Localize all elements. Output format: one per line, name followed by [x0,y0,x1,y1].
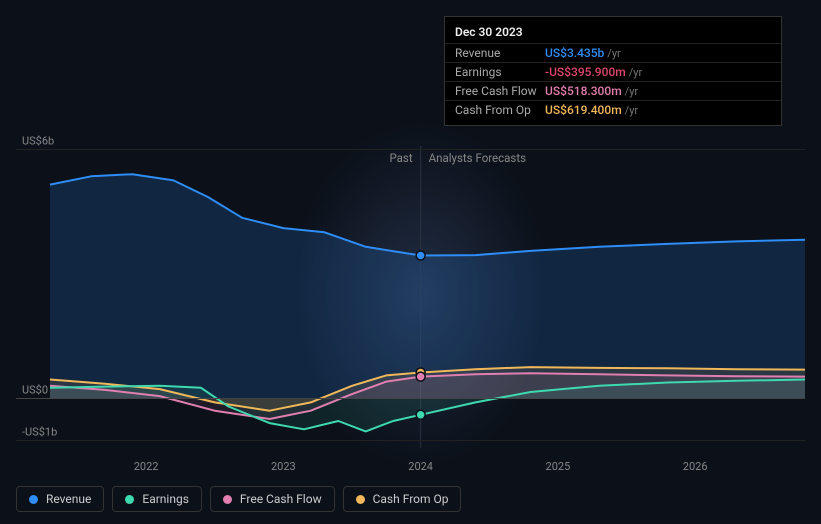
legend-dot-icon [356,495,365,504]
tooltip-date: Dec 30 2023 [445,23,781,43]
x-axis-label: 2024 [408,460,433,473]
tooltip-label: Cash From Op [455,103,545,117]
gridline [16,440,805,441]
legend-dot-icon [125,495,134,504]
x-axis-label: 2025 [546,460,571,473]
legend-label: Earnings [142,492,189,506]
legend-label: Cash From Op [373,492,449,506]
tooltip-value: US$518.300m [545,84,622,98]
legend-label: Revenue [46,492,91,506]
tooltip-row: Earnings-US$395.900m/yr [445,62,781,81]
x-axis-label: 2026 [683,460,708,473]
period-label-past: Past [389,151,412,165]
chart-legend: Revenue Earnings Free Cash Flow Cash From O… [16,486,461,512]
tooltip-value: US$619.400m [545,103,622,117]
tooltip-value: US$3.435b [545,46,604,60]
marker-free_cash_flow [416,372,425,381]
x-axis-label: 2023 [271,460,296,473]
legend-dot-icon [29,495,38,504]
tooltip-row: Free Cash FlowUS$518.300m/yr [445,81,781,100]
chart-tooltip: Dec 30 2023 RevenueUS$3.435b/yrEarnings-… [444,16,782,126]
tooltip-label: Free Cash Flow [455,84,545,98]
tooltip-row: Cash From OpUS$619.400m/yr [445,100,781,119]
legend-item-earnings[interactable]: Earnings [112,486,202,512]
tooltip-label: Revenue [455,46,545,60]
tooltip-row: RevenueUS$3.435b/yr [445,43,781,62]
gridline [16,398,805,399]
legend-item-cash_from_op[interactable]: Cash From Op [343,486,462,512]
tooltip-suffix: /yr [625,104,638,117]
legend-dot-icon [223,495,232,504]
financials-chart: US$6b US$0 -US$1b 2022 2023 2024 2025 2026 Past A… [16,16,805,476]
marker-earnings [416,410,425,419]
tooltip-value: -US$395.900m [545,65,626,79]
legend-label: Free Cash Flow [240,492,322,506]
tooltip-label: Earnings [455,65,545,79]
legend-item-revenue[interactable]: Revenue [16,486,104,512]
marker-revenue [416,251,425,260]
y-axis-label: US$6b [22,135,54,148]
legend-item-free_cash_flow[interactable]: Free Cash Flow [210,486,335,512]
x-axis-label: 2022 [134,460,159,473]
tooltip-suffix: /yr [629,66,642,79]
y-axis-label: US$0 [22,384,48,397]
period-label-future: Analysts Forecasts [429,151,526,165]
tooltip-suffix: /yr [625,85,638,98]
tooltip-suffix: /yr [607,47,620,60]
y-axis-label: -US$1b [22,425,57,438]
